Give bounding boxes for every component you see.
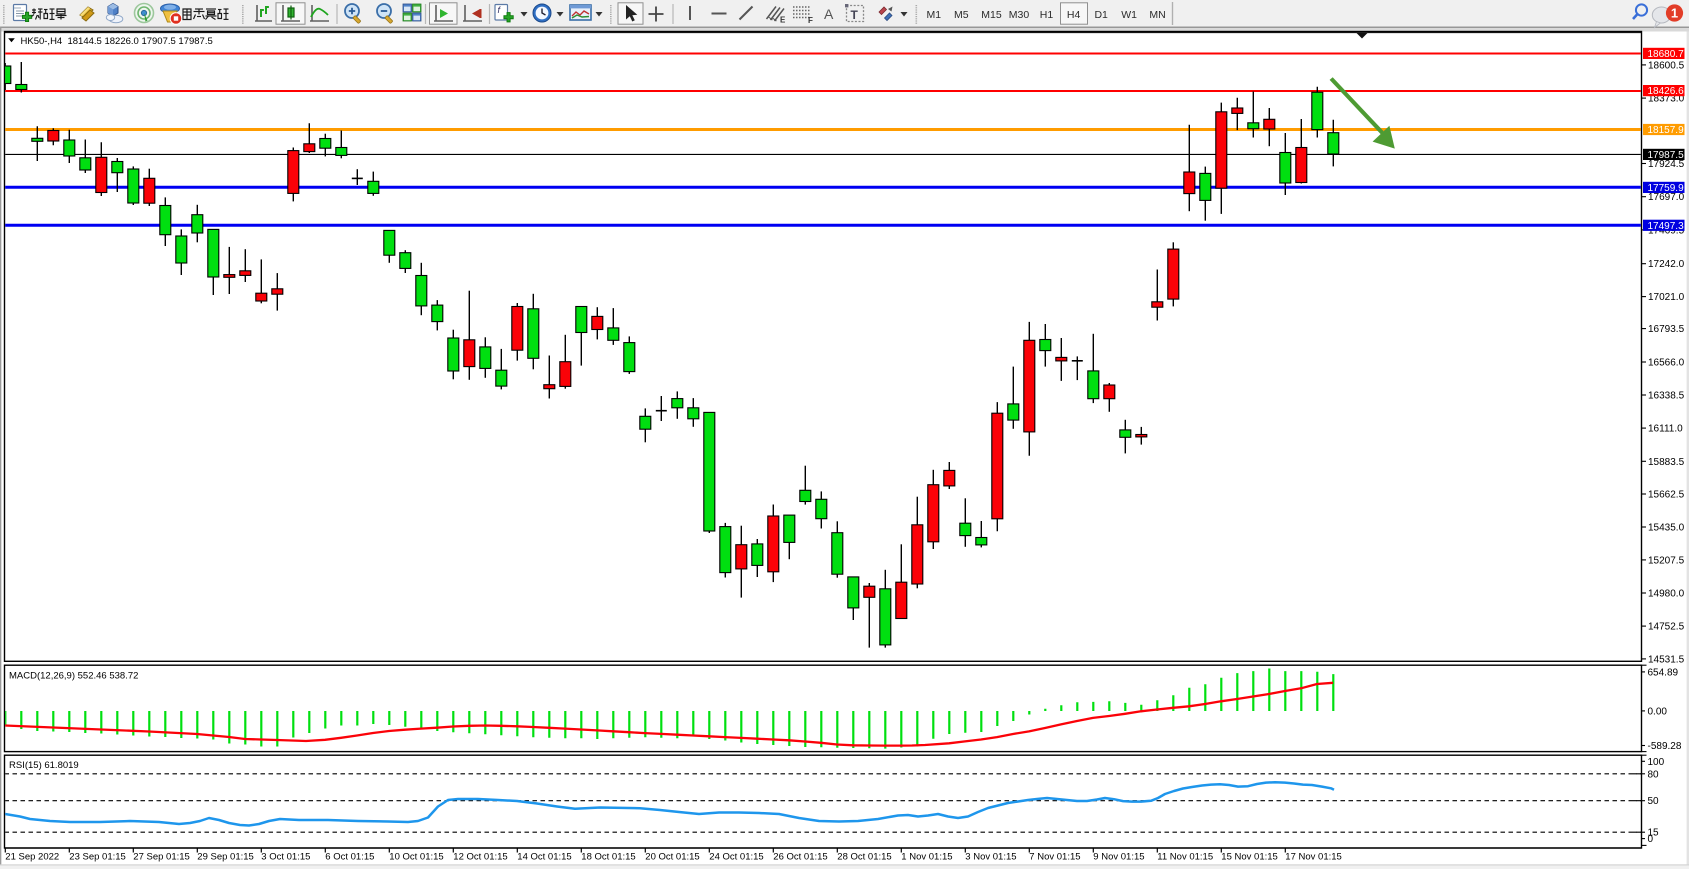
svg-text:16338.5: 16338.5 [1648,391,1685,402]
svg-text:18373.0: 18373.0 [1648,94,1685,105]
svg-text:17242.0: 17242.0 [1648,259,1685,270]
svg-text:17021.0: 17021.0 [1648,292,1685,303]
svg-text:3 Nov 01:15: 3 Nov 01:15 [965,852,1016,863]
svg-text:-589.28: -589.28 [1648,741,1682,752]
svg-text:M15: M15 [981,9,1002,21]
svg-text:17759.9: 17759.9 [1648,183,1685,194]
svg-text:6 Oct 01:15: 6 Oct 01:15 [325,852,374,863]
svg-text:17 Nov 01:15: 17 Nov 01:15 [1285,852,1342,863]
svg-text:14 Oct 01:15: 14 Oct 01:15 [517,852,571,863]
svg-text:654.89: 654.89 [1648,667,1679,678]
svg-text:M1: M1 [927,9,942,21]
svg-text:1 Nov 01:15: 1 Nov 01:15 [901,852,952,863]
svg-text:H4: H4 [1067,9,1081,21]
svg-text:3 Oct 01:15: 3 Oct 01:15 [261,852,310,863]
svg-text:14980.0: 14980.0 [1648,589,1685,600]
svg-text:HK50-,H4 18144.5 18226.0 1790: HK50-,H4 18144.5 18226.0 17907.5 17987.5 [21,36,213,47]
svg-text:16793.5: 16793.5 [1648,324,1685,335]
svg-text:M30: M30 [1009,9,1030,21]
svg-text:15435.0: 15435.0 [1648,523,1685,534]
svg-text:18600.5: 18600.5 [1648,60,1685,71]
svg-text:15207.5: 15207.5 [1648,555,1685,566]
svg-text:15: 15 [1648,828,1660,839]
svg-text:H1: H1 [1040,9,1054,21]
svg-text:f: f [498,5,502,15]
svg-text:29 Sep 01:15: 29 Sep 01:15 [197,852,254,863]
svg-text:24 Oct 01:15: 24 Oct 01:15 [709,852,763,863]
svg-text:16111.0: 16111.0 [1648,424,1683,435]
svg-text:100: 100 [1648,757,1665,768]
svg-text:F: F [808,16,813,25]
svg-text:18 Oct 01:15: 18 Oct 01:15 [581,852,635,863]
svg-text:T: T [851,8,859,22]
svg-text:18426.6: 18426.6 [1648,86,1685,97]
svg-text:28 Oct 01:15: 28 Oct 01:15 [837,852,891,863]
svg-text:15662.5: 15662.5 [1648,490,1685,501]
svg-text:20 Oct 01:15: 20 Oct 01:15 [645,852,699,863]
svg-text:MN: MN [1149,9,1165,21]
svg-text:0: 0 [1648,834,1654,845]
svg-text:9 Nov 01:15: 9 Nov 01:15 [1093,852,1144,863]
svg-text:17987.5: 17987.5 [1648,150,1685,161]
svg-text:14752.5: 14752.5 [1648,622,1685,633]
svg-text:15 Nov 01:15: 15 Nov 01:15 [1221,852,1278,863]
svg-text:10 Oct 01:15: 10 Oct 01:15 [389,852,443,863]
svg-text:RSI(15) 61.8019: RSI(15) 61.8019 [9,760,79,771]
svg-text:17924.5: 17924.5 [1648,159,1685,170]
svg-text:A: A [824,6,834,22]
svg-text:80: 80 [1648,769,1660,780]
svg-text:21 Sep 2022: 21 Sep 2022 [5,852,59,863]
svg-text:27 Sep 01:15: 27 Sep 01:15 [133,852,190,863]
svg-text:16566.0: 16566.0 [1648,358,1685,369]
svg-text:E: E [780,16,786,25]
svg-text:17697.0: 17697.0 [1648,192,1685,203]
svg-text:26 Oct 01:15: 26 Oct 01:15 [773,852,827,863]
svg-text:17497.3: 17497.3 [1648,221,1685,232]
svg-text:15883.5: 15883.5 [1648,457,1685,468]
svg-text:M5: M5 [954,9,969,21]
svg-text:1: 1 [1671,6,1678,21]
svg-text:12 Oct 01:15: 12 Oct 01:15 [453,852,507,863]
svg-text:11 Nov 01:15: 11 Nov 01:15 [1157,852,1213,863]
svg-text:18680.7: 18680.7 [1648,49,1685,60]
svg-text:MACD(12,26,9) 552.46 538.72: MACD(12,26,9) 552.46 538.72 [9,671,138,682]
svg-text:18157.9: 18157.9 [1648,125,1685,136]
svg-text:W1: W1 [1121,9,1137,21]
svg-text:7 Nov 01:15: 7 Nov 01:15 [1029,852,1080,863]
svg-text:0.00: 0.00 [1648,706,1668,717]
svg-text:14531.5: 14531.5 [1648,654,1685,665]
svg-text:23 Sep 01:15: 23 Sep 01:15 [69,852,126,863]
svg-text:D1: D1 [1094,9,1108,21]
svg-text:50: 50 [1648,796,1660,807]
